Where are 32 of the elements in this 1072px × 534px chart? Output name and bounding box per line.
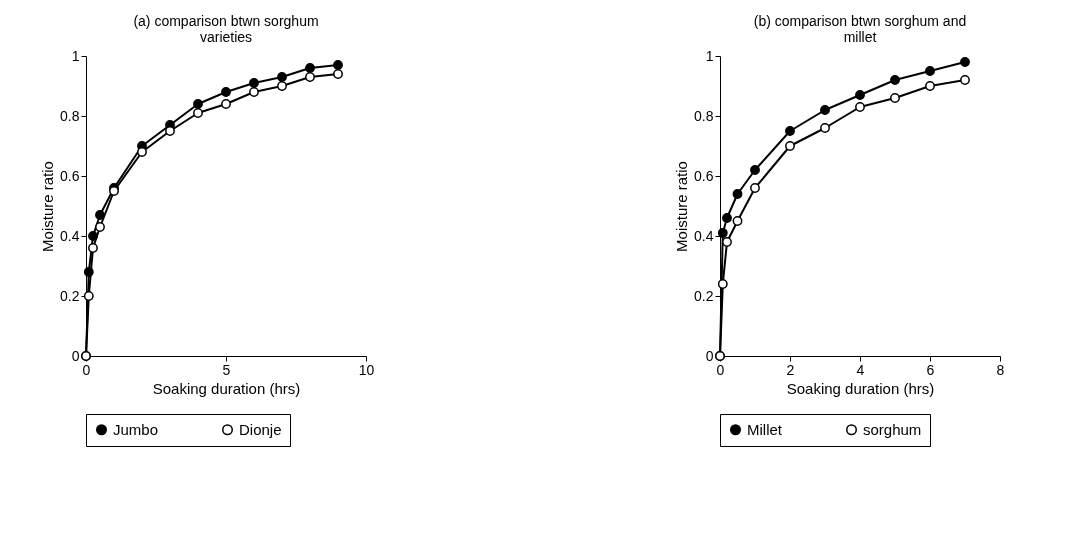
y-tick-label: 0.6 [694, 167, 714, 184]
legend-label: Jumbo [113, 420, 159, 438]
y-tick-label: 0.2 [694, 287, 714, 304]
y-tick-label: 0 [71, 347, 80, 364]
y-axis-title: Moisture ratio [39, 161, 57, 252]
y-tick-label: 1 [71, 47, 80, 64]
y-tick-label: 1 [705, 47, 714, 64]
legend-label: Dionje [239, 420, 282, 438]
text: varieties [199, 29, 253, 45]
x-tick-label: 0 [82, 361, 91, 378]
y-tick-label: 0.8 [60, 107, 80, 124]
y-tick-label: 0 [705, 347, 714, 364]
y-axis-title: Moisture ratio [673, 161, 691, 252]
x-tick-label: 8 [996, 361, 1005, 378]
x-tick-label: 6 [926, 361, 935, 378]
x-axis-title: Soaking duration (hrs) [152, 379, 301, 397]
x-tick-label: 5 [222, 361, 231, 378]
y-tick-label: 0.6 [60, 167, 80, 184]
y-tick-label: 0.4 [694, 227, 714, 244]
x-tick-label: 4 [856, 361, 865, 378]
text: millet [843, 29, 877, 45]
legend-label: Millet [747, 420, 783, 438]
y-tick-label: 0.8 [694, 107, 714, 124]
text: (a) comparison btwn sorghum [133, 13, 319, 29]
x-tick-label: 2 [786, 361, 795, 378]
legend-label: sorghum [863, 420, 922, 438]
x-tick-label: 0 [716, 361, 725, 378]
text: (b) comparison btwn sorghum and [753, 13, 967, 29]
y-tick-label: 0.2 [60, 287, 80, 304]
y-tick-label: 0.4 [60, 227, 80, 244]
x-tick-label: 10 [358, 361, 375, 378]
x-axis-title: Soaking duration (hrs) [786, 379, 935, 397]
